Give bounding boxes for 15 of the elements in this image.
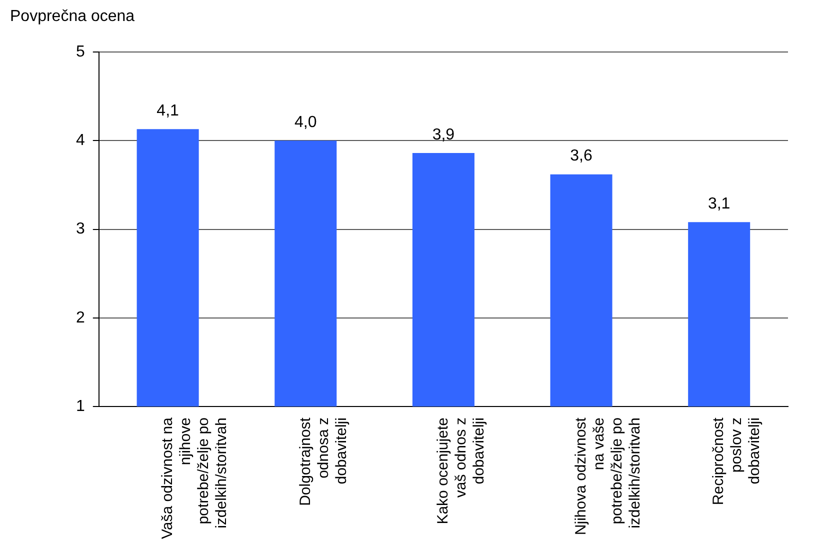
data-label: 3,1 <box>708 196 730 213</box>
y-tick-label: 3 <box>76 220 85 238</box>
data-label: 3,9 <box>432 126 455 144</box>
data-label: 3,6 <box>570 148 592 165</box>
y-axis-title: Povprečna ocena <box>9 8 136 27</box>
y-tick-label: 1 <box>76 398 85 415</box>
x-tick-label: Vaša odzivnost na njihove potrebe/želje po izdelkih/storitvah <box>158 416 230 540</box>
x-tick-label: Recipročnost poslov z dobavitelji <box>710 416 764 506</box>
x-tick-label: Kako ocenjujete vaš odnos z dobavitelji <box>434 418 488 524</box>
data-label: 4,0 <box>294 114 317 132</box>
y-tick-label: 5 <box>76 43 85 60</box>
data-label: 4,1 <box>156 102 180 120</box>
y-tick-label: 4 <box>76 132 85 150</box>
x-tick-label: Dolgotrajnost odnosa z dobavitelji <box>296 416 350 506</box>
y-tick-label: 2 <box>76 309 85 326</box>
